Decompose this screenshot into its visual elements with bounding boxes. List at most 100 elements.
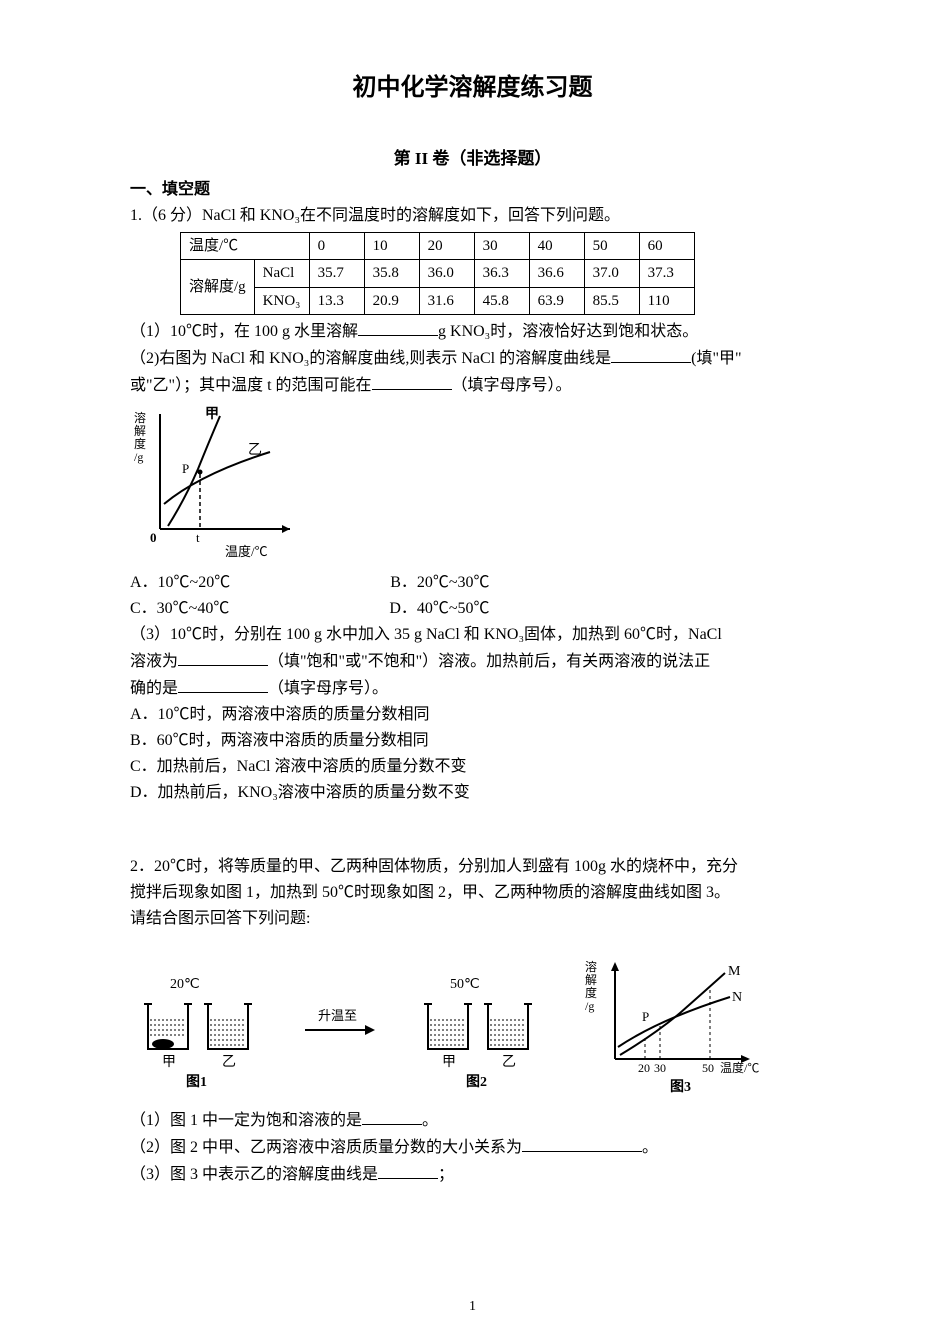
q1-part3-line2: 溶液为 （填"饱和"或"不饱和"）溶液。加热前后，有关两溶液的说法正: [130, 649, 815, 674]
cell: 36.6: [529, 260, 584, 288]
option-a: A．10℃~20℃: [130, 571, 230, 595]
cell: 10: [364, 232, 419, 260]
q1-chart: 溶 解 度 /g 甲 乙 P t 0 温度/℃: [130, 404, 815, 567]
blank: [358, 319, 438, 336]
q2-figures: 20℃ 甲: [130, 959, 815, 1094]
fig1-label-yi: 乙: [222, 1054, 236, 1070]
curve-label-jia: 甲: [205, 406, 219, 422]
tick-50: 50: [702, 1061, 714, 1075]
q1-statement-d: D．加热前后，KNO₃溶液中溶质的质量分数不变: [130, 781, 815, 805]
q2-stem-line1: 2．20℃时，将等质量的甲、乙两种固体物质，分别加人到盛有 100g 水的烧杯中…: [130, 855, 815, 879]
text: （填字母序号）。: [452, 377, 572, 394]
q2-part3: （3）图 3 中表示乙的溶解度曲线是 ；: [130, 1162, 815, 1187]
q1-options-row2: C．30℃~40℃ D．40℃~50℃: [130, 597, 815, 621]
cell: 40: [529, 232, 584, 260]
blank: [522, 1135, 642, 1152]
q1-statement-b: B．60℃时，两溶液中溶质的质量分数相同: [130, 729, 815, 753]
cell: 60: [639, 232, 694, 260]
heating-arrow: 升温至: [300, 974, 380, 1094]
cell: 35.7: [309, 260, 364, 288]
text: 确的是: [130, 680, 178, 697]
page-number: 1: [0, 1296, 945, 1317]
figure-3-chart: 溶 解 度 /g M N P 20 30 50 温度/℃: [580, 959, 780, 1094]
cell: 50: [584, 232, 639, 260]
tick-30: 30: [654, 1061, 666, 1075]
solubility-curve-chart: 溶 解 度 /g 甲 乙 P t 0 温度/℃: [130, 404, 320, 559]
q1-part2-line2: 或"乙"）；其中温度 t 的范围可能在 （填字母序号）。: [130, 373, 815, 398]
cell: 45.8: [474, 287, 529, 315]
blank: [372, 373, 452, 390]
section-heading: 一、填空题: [130, 178, 815, 202]
beaker-yi-icon: [204, 1004, 252, 1049]
part-subtitle: 第 II 卷（非选择题）: [130, 146, 815, 172]
text: ；: [438, 1166, 454, 1183]
cell: 36.3: [474, 260, 529, 288]
cell: 37.0: [584, 260, 639, 288]
option-c: C．30℃~40℃: [130, 597, 229, 621]
table-row: KNO₃ 13.3 20.9 31.6 45.8 63.9 85.5 110: [181, 287, 695, 315]
beaker-yi-icon: [484, 1004, 532, 1049]
text: （填"饱和"或"不饱和"）溶液。加热前后，有关两溶液的说法正: [268, 653, 710, 670]
cell: NaCl: [254, 260, 309, 288]
text: （1）图 1 中一定为饱和溶液的是: [130, 1112, 362, 1129]
q1-statement-c: C．加热前后，NaCl 溶液中溶质的质量分数不变: [130, 755, 815, 779]
q1-statement-a: A．10℃时，两溶液中溶质的质量分数相同: [130, 703, 815, 727]
cell: 温度/℃: [181, 232, 310, 260]
svg-text:/g: /g: [134, 450, 143, 464]
text: （2）图 2 中甲、乙两溶液中溶质质量分数的大小关系为: [130, 1139, 522, 1156]
cell: 0: [309, 232, 364, 260]
q2-stem-line3: 请结合图示回答下列问题:: [130, 907, 815, 931]
origin-label: 0: [150, 530, 157, 545]
y-axis-label: 溶: [134, 410, 146, 425]
table-row: 温度/℃ 0 10 20 30 40 50 60: [181, 232, 695, 260]
blank: [362, 1108, 422, 1125]
q1-part2-line1: （2)右图为 NaCl 和 KNO₃的溶解度曲线,则表示 NaCl 的溶解度曲线…: [130, 346, 815, 371]
svg-text:解: 解: [585, 973, 597, 987]
cell: 110: [639, 287, 694, 315]
fig1-label-jia: 甲: [162, 1055, 176, 1070]
fig2-temp: 50℃: [450, 977, 480, 992]
option-d: D．40℃~50℃: [389, 597, 489, 621]
figure-1: 20℃ 甲: [130, 974, 270, 1094]
figure-2: 50℃ 甲: [410, 974, 550, 1094]
q2-part1: （1）图 1 中一定为饱和溶液的是。: [130, 1108, 815, 1133]
svg-text:溶: 溶: [585, 959, 597, 974]
cell: KNO₃: [254, 287, 309, 315]
text: 。: [642, 1139, 658, 1156]
fig1-caption: 图1: [186, 1074, 207, 1090]
fig2-caption: 图2: [466, 1074, 487, 1090]
fig2-label-jia: 甲: [442, 1055, 456, 1070]
text: 或"乙"）；其中温度 t 的范围可能在: [130, 377, 372, 394]
curve-m-label: M: [728, 964, 741, 979]
text: 溶液为: [130, 653, 178, 670]
text: （2)右图为 NaCl 和 KNO₃的溶解度曲线,则表示 NaCl 的溶解度曲线…: [130, 350, 611, 367]
q1-part3-line1: （3）10℃时，分别在 100 g 水中加入 35 g NaCl 和 KNO₃固…: [130, 623, 815, 647]
blank: [378, 1162, 438, 1179]
cell: 36.0: [419, 260, 474, 288]
fig3-caption: 图3: [670, 1079, 691, 1094]
q1-part1: （1）10℃时，在 100 g 水里溶解 g KNO₃时，溶液恰好达到饱和状态。: [130, 319, 815, 344]
svg-text:/g: /g: [585, 999, 594, 1013]
svg-text:解: 解: [134, 424, 146, 438]
cell: 63.9: [529, 287, 584, 315]
fig1-temp: 20℃: [170, 977, 200, 992]
q2-part2: （2）图 2 中甲、乙两溶液中溶质质量分数的大小关系为 。: [130, 1135, 815, 1160]
curve-label-yi: 乙: [248, 442, 262, 458]
cell: 20: [419, 232, 474, 260]
arrow-label: 升温至: [318, 1008, 357, 1023]
point-p-label: P: [182, 461, 189, 476]
option-b: B．20℃~30℃: [390, 571, 489, 595]
svg-text:度: 度: [134, 436, 146, 451]
solubility-table: 温度/℃ 0 10 20 30 40 50 60 溶解度/g NaCl 35.7…: [180, 232, 695, 316]
beaker-jia-icon: [424, 1004, 472, 1049]
cell: 20.9: [364, 287, 419, 315]
q2-stem-line2: 搅拌后现象如图 1，加热到 50℃时现象如图 2，甲、乙两种物质的溶解度曲线如图…: [130, 881, 815, 905]
text: （1）10℃时，在 100 g 水里溶解: [130, 323, 358, 340]
text: g KNO₃时，溶液恰好达到饱和状态。: [438, 323, 698, 340]
tick-20: 20: [638, 1061, 650, 1075]
page: 初中化学溶解度练习题 第 II 卷（非选择题） 一、填空题 1.（6 分）NaC…: [0, 0, 945, 1337]
table-row: 溶解度/g NaCl 35.7 35.8 36.0 36.3 36.6 37.0…: [181, 260, 695, 288]
cell: 85.5: [584, 287, 639, 315]
x-axis-label: 温度/℃: [225, 544, 268, 559]
text: （3）图 3 中表示乙的溶解度曲线是: [130, 1166, 378, 1183]
